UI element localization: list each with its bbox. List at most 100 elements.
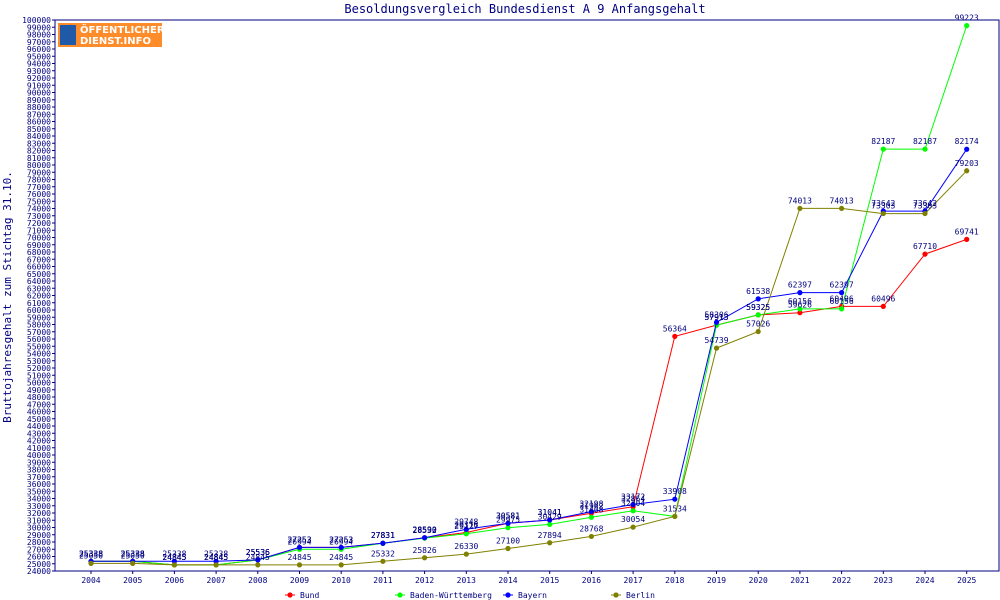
- y-tick-label: 33000: [27, 502, 51, 511]
- data-label: 27831: [371, 531, 395, 540]
- data-point-berlin: [255, 562, 261, 568]
- data-label: 25536: [246, 548, 270, 557]
- data-label: 26994: [329, 537, 353, 546]
- x-tick-label: 2016: [582, 576, 601, 585]
- legend: Bund Baden-Württemberg Bayern Berlin: [285, 591, 655, 600]
- data-label: 32864: [621, 495, 645, 504]
- data-point-berlin: [839, 205, 845, 212]
- series-line-berlin: [91, 170, 968, 566]
- data-label: 24845: [246, 553, 270, 562]
- data-label: 73303: [871, 202, 895, 211]
- data-label: 62397: [788, 281, 812, 290]
- data-label: 73642: [913, 199, 937, 208]
- data-label: 28590: [413, 526, 437, 535]
- data-point-berlin: [964, 168, 970, 174]
- y-tick-label: 42000: [27, 437, 51, 446]
- data-point-baden-w-rttemberg: [797, 306, 803, 312]
- data-label: 57026: [746, 320, 770, 329]
- y-tick-label: 24000: [27, 567, 51, 576]
- data-point-bayern: [296, 544, 303, 551]
- x-tick-label: 2023: [874, 576, 893, 585]
- x-tick-label: 2025: [957, 576, 976, 585]
- data-label: 33172: [621, 493, 645, 502]
- legend-label: Baden-Württemberg: [410, 591, 492, 600]
- y-tick-label: 31000: [27, 516, 51, 525]
- data-label: 24845: [162, 553, 186, 562]
- y-tick-label: 39000: [27, 458, 51, 467]
- data-label: 59626: [788, 301, 812, 310]
- y-tick-label: 78000: [27, 176, 51, 185]
- y-tick-label: 79000: [27, 168, 51, 177]
- x-tick-label: 2013: [457, 576, 476, 585]
- y-tick-label: 55000: [27, 342, 51, 351]
- y-tick-label: 50000: [27, 379, 51, 388]
- data-label: 73642: [871, 199, 895, 208]
- y-tick-label: 47000: [27, 400, 51, 409]
- y-tick-label: 35000: [27, 487, 51, 496]
- data-point-baden-w-rttemberg: [547, 521, 553, 527]
- y-axis-label: Bruttojahresgehalt zum Stichtag 31.10.: [1, 171, 14, 423]
- data-point-berlin: [130, 560, 136, 566]
- y-tick-label: 40000: [27, 451, 51, 460]
- y-tick-label: 95000: [27, 52, 51, 61]
- data-label: 29127: [454, 522, 478, 531]
- y-tick-label: 72000: [27, 219, 51, 228]
- y-tick-label: 76000: [27, 190, 51, 199]
- data-label: 57913: [704, 313, 728, 322]
- data-point-bayern: [588, 508, 595, 515]
- data-point-bund: [922, 251, 928, 257]
- data-point-berlin: [505, 545, 511, 552]
- data-point-berlin: [588, 533, 595, 540]
- data-point-bund: [797, 310, 803, 316]
- legend-label: Berlin: [626, 591, 655, 600]
- y-tick-label: 89000: [27, 96, 51, 105]
- data-label: 25332: [371, 549, 395, 558]
- data-point-baden-w-rttemberg: [505, 525, 511, 531]
- legend-label: Bayern: [518, 591, 547, 600]
- data-point-bayern: [964, 146, 970, 152]
- data-label: 60496: [871, 294, 895, 303]
- data-point-baden-w-rttemberg: [839, 306, 845, 312]
- data-point-berlin: [755, 328, 761, 335]
- y-tick-label: 73000: [27, 212, 51, 221]
- data-label: 27831: [371, 531, 395, 540]
- x-tick-label: 2022: [832, 576, 851, 585]
- data-label: 99223: [955, 14, 979, 23]
- data-label: 27253: [287, 535, 311, 544]
- data-label: 25338: [121, 549, 145, 558]
- data-point-bayern: [672, 496, 678, 502]
- data-point-bund: [964, 236, 970, 242]
- data-label: 25338: [79, 549, 103, 558]
- data-label: 24845: [204, 553, 228, 562]
- data-label: 59325: [746, 303, 770, 312]
- y-tick-label: 82000: [27, 147, 51, 156]
- x-tick-label: 2006: [165, 576, 184, 585]
- data-point-baden-w-rttemberg: [755, 312, 761, 318]
- data-label: 25536: [246, 548, 270, 557]
- data-point-bayern: [630, 501, 636, 508]
- data-point-bayern: [505, 520, 511, 526]
- y-tick-label: 96000: [27, 45, 51, 54]
- data-label: 27253: [287, 535, 311, 544]
- data-label: 30581: [496, 511, 520, 520]
- y-tick-label: 86000: [27, 118, 51, 127]
- y-tick-label: 52000: [27, 364, 51, 373]
- data-label: 25338: [162, 549, 186, 558]
- data-label: 74013: [830, 196, 854, 205]
- data-point-berlin: [922, 210, 928, 217]
- data-label: 61538: [746, 287, 770, 296]
- data-label: 26994: [287, 537, 311, 546]
- series-line-bayern: [91, 148, 968, 562]
- site-logo: ÖFFENTLICHER DIENST.INFO: [58, 22, 165, 47]
- data-point-bayern: [213, 558, 219, 564]
- data-label: 27100: [496, 537, 520, 546]
- data-label: 32304: [621, 499, 645, 508]
- data-label: 25050: [79, 551, 103, 560]
- x-tick-label: 2007: [206, 576, 225, 585]
- logo-emblem: [60, 25, 76, 45]
- y-tick-label: 59000: [27, 313, 51, 322]
- data-label: 31534: [663, 504, 687, 513]
- x-tick-label: 2010: [332, 576, 351, 585]
